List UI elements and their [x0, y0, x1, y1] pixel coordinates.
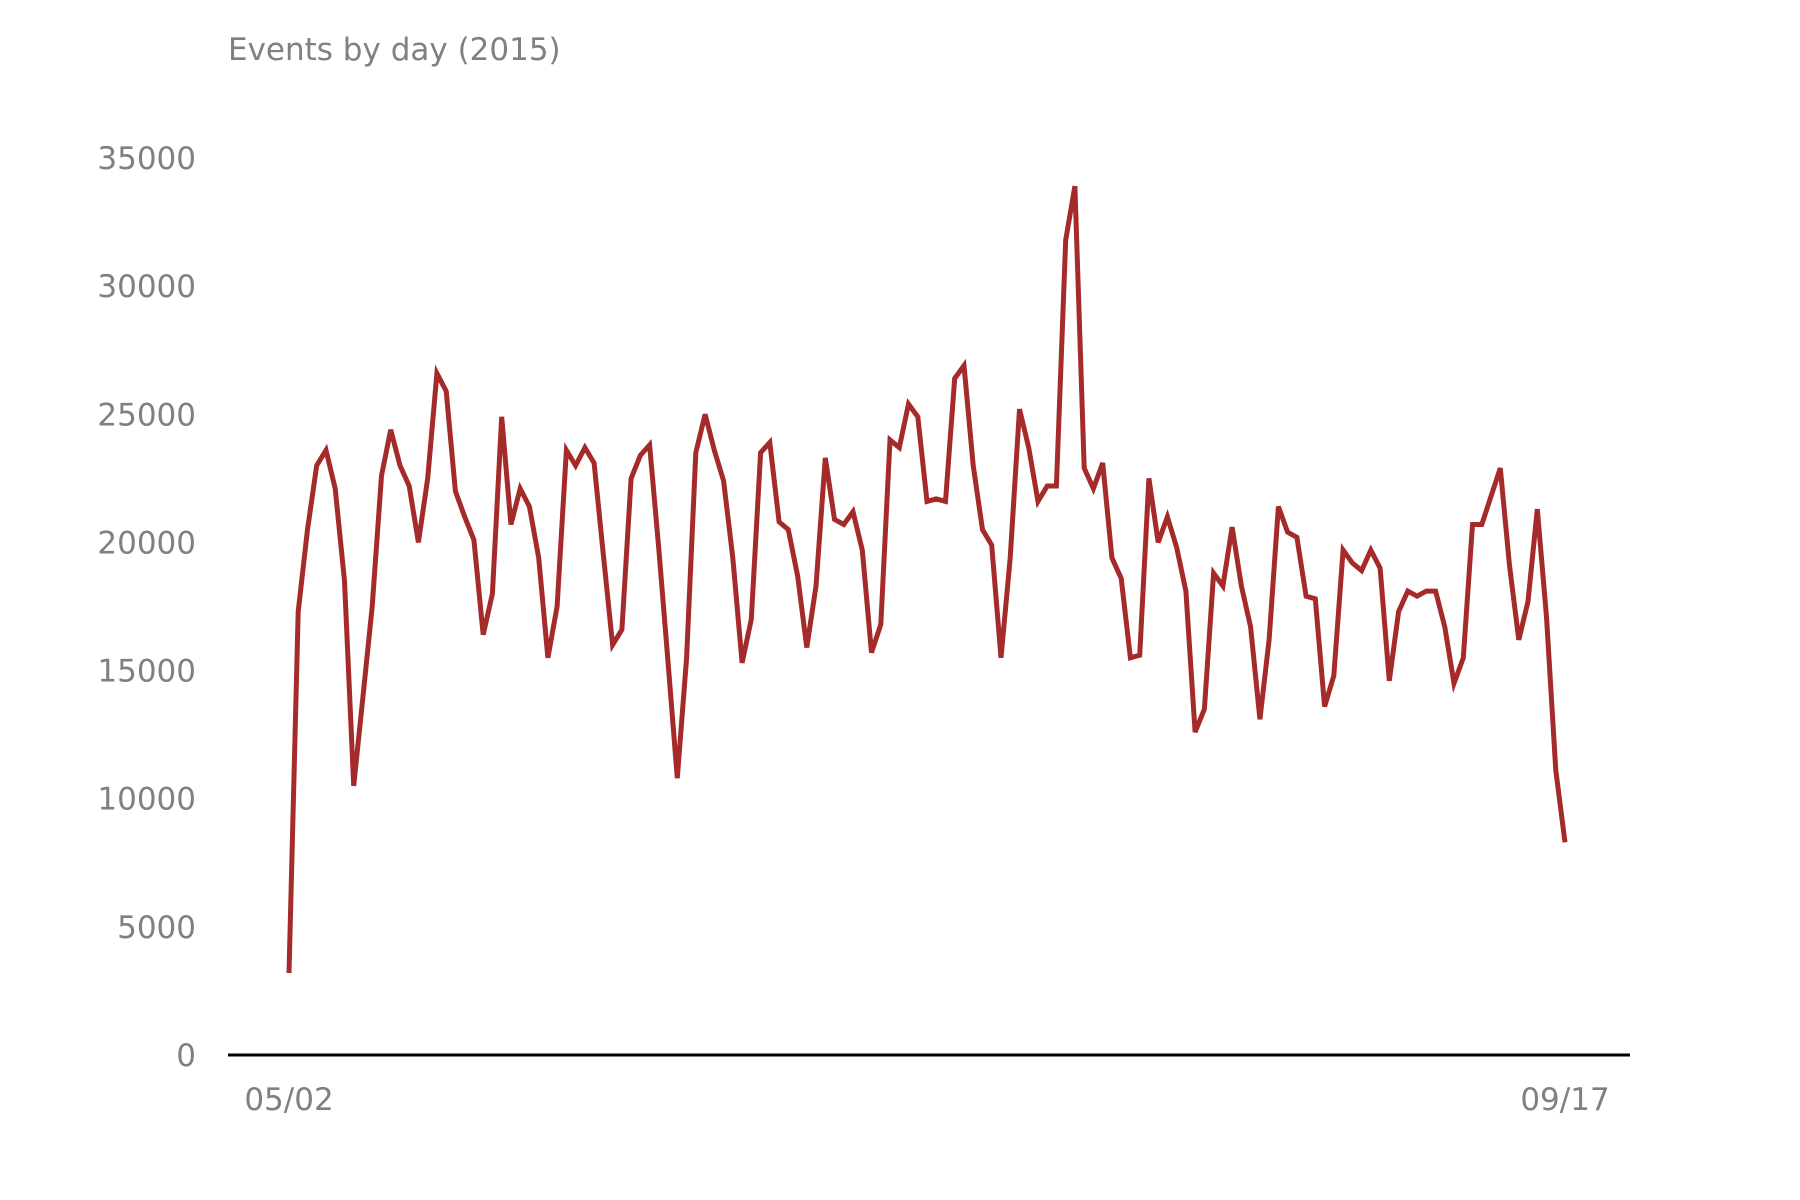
x-axis-ticks: 05/02 09/17	[244, 1082, 1609, 1118]
x-tick-label: 05/02	[244, 1082, 333, 1118]
y-tick-label: 30000	[97, 269, 196, 305]
series-line	[286, 185, 1568, 974]
y-tick-label: 0	[176, 1038, 196, 1074]
y-tick-label: 15000	[97, 654, 196, 690]
y-tick-label: 5000	[117, 910, 196, 946]
y-tick-label: 20000	[97, 525, 196, 561]
chart-title: Events by day (2015)	[228, 32, 561, 68]
y-tick-label: 25000	[97, 397, 196, 433]
y-tick-label: 35000	[97, 141, 196, 177]
y-axis-ticks: 0 5000 10000 15000 20000 25000 30000 35000	[97, 141, 196, 1074]
y-tick-label: 10000	[97, 782, 196, 818]
x-tick-label: 09/17	[1520, 1082, 1609, 1118]
